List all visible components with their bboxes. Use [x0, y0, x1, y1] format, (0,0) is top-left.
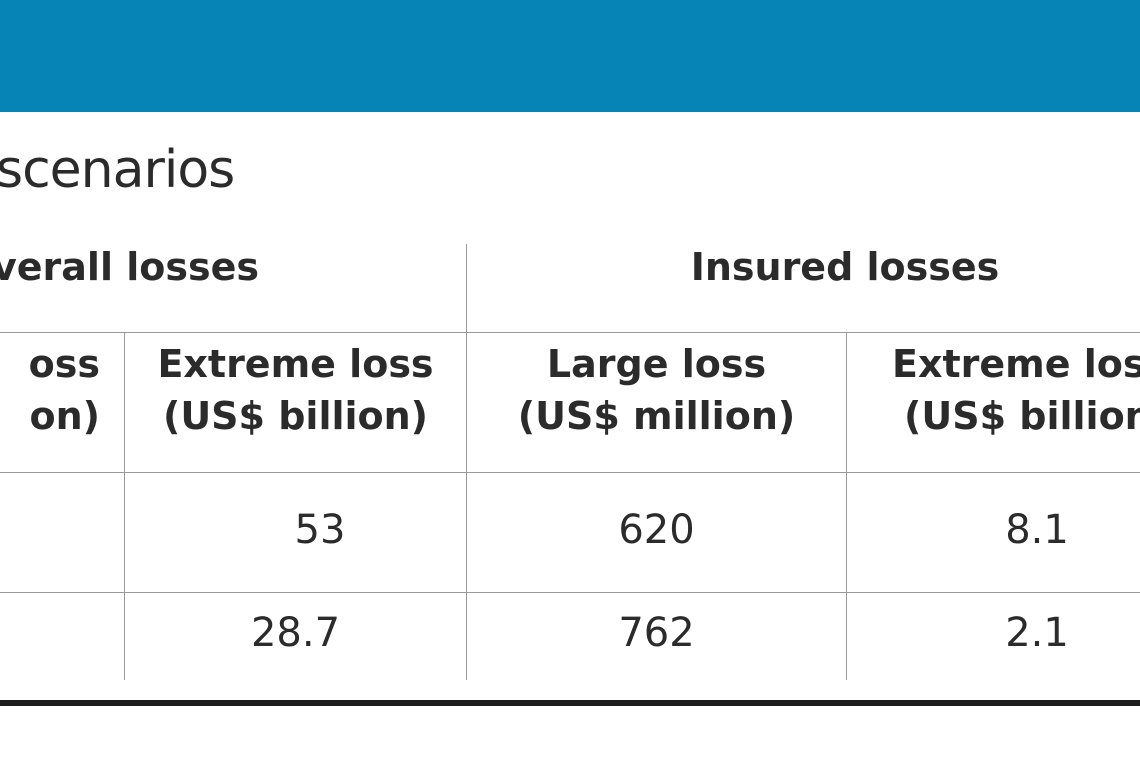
- column-header-line2: (US$ million): [517, 394, 796, 438]
- rule-header-bottom: [0, 332, 1140, 333]
- header-banner: [0, 0, 1140, 112]
- rule-subheader-bottom: [0, 472, 1140, 473]
- table-cell-extreme-insured: 8.1: [1005, 507, 1069, 553]
- column-header-large-loss-overall: oss on): [0, 338, 100, 448]
- table-title: scenarios: [0, 140, 235, 200]
- column-header-line2: (US$ billion): [162, 394, 429, 438]
- group-header-insured-losses: Insured losses: [690, 245, 1000, 289]
- table-bottom-rule: [0, 700, 1140, 706]
- table-cell-extreme-overall: 53: [294, 507, 346, 553]
- divider-col-3: [846, 332, 847, 680]
- column-header-line1: Extreme loss: [157, 342, 434, 386]
- table-cell-extreme-insured: 2.1: [1005, 610, 1069, 656]
- column-header-large-loss-insured: Large loss (US$ million): [467, 338, 846, 448]
- column-header-line1: Large loss: [546, 342, 767, 386]
- column-header-line1: Extreme los: [892, 342, 1140, 386]
- table-cell-extreme-overall: 28.7: [250, 610, 341, 656]
- group-header-overall-losses: verall losses: [0, 245, 259, 289]
- column-header-line2: (US$ billion: [904, 394, 1140, 438]
- column-header-extreme-loss-insured: Extreme los (US$ billion: [892, 338, 1140, 448]
- table-cell-large-insured: 762: [618, 610, 695, 656]
- column-header-extreme-loss-overall: Extreme loss (US$ billion): [125, 338, 466, 448]
- column-header-line2: on): [29, 394, 100, 438]
- divider-group: [466, 244, 467, 680]
- column-header-line1: oss: [28, 342, 100, 386]
- divider-col-1: [124, 332, 125, 680]
- table-cell-large-insured: 620: [618, 507, 695, 553]
- rule-row-divider: [0, 592, 1140, 593]
